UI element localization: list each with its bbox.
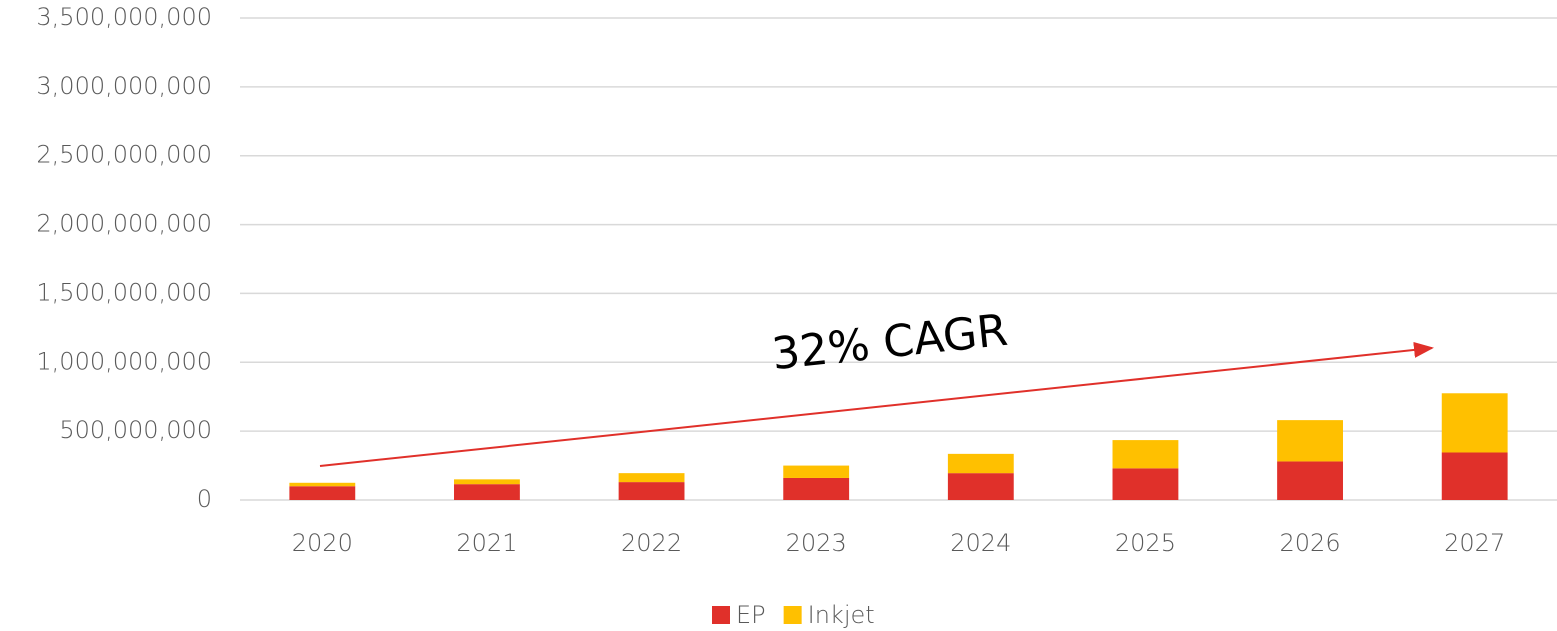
bar-segment bbox=[289, 482, 356, 487]
bar-segment bbox=[947, 473, 1014, 500]
bar-segment bbox=[454, 479, 520, 485]
bar-segment bbox=[289, 486, 356, 500]
bar-segment bbox=[1277, 420, 1343, 462]
y-tick-label: 0 bbox=[197, 485, 212, 513]
bar-segment bbox=[783, 477, 850, 500]
y-tick-label: 500,000,000 bbox=[59, 416, 212, 444]
x-tick-label: 2023 bbox=[786, 529, 847, 557]
x-tick-label: 2024 bbox=[950, 529, 1011, 557]
bar-segment bbox=[947, 453, 1014, 474]
legend-label: Inkjet bbox=[808, 601, 875, 629]
x-tick-label: 2022 bbox=[621, 529, 682, 557]
bar-segment bbox=[1441, 393, 1508, 453]
bar-segment bbox=[618, 482, 685, 500]
y-tick-label: 1,000,000,000 bbox=[36, 347, 212, 375]
y-tick-label: 3,500,000,000 bbox=[36, 3, 212, 31]
trend-arrow bbox=[319, 341, 1434, 467]
legend-swatch bbox=[783, 606, 802, 624]
y-tick-label: 2,500,000,000 bbox=[36, 141, 212, 169]
legend-label: EP bbox=[736, 601, 766, 629]
bar-segment bbox=[1277, 461, 1343, 500]
annotation: 32% CAGR bbox=[769, 305, 1010, 380]
bar-segment bbox=[783, 465, 850, 478]
bar-segment bbox=[618, 473, 685, 483]
bar-segment bbox=[454, 484, 520, 500]
legend-swatch bbox=[712, 606, 730, 624]
bar-segment bbox=[1441, 452, 1508, 500]
y-tick-label: 3,000,000,000 bbox=[36, 72, 212, 100]
x-tick-label: 2021 bbox=[456, 529, 517, 557]
y-tick-label: 1,500,000,000 bbox=[36, 278, 212, 306]
x-tick-label: 2026 bbox=[1280, 529, 1341, 557]
bar-segment bbox=[1112, 440, 1179, 469]
x-tick-label: 2020 bbox=[292, 529, 353, 557]
x-tick-label: 2027 bbox=[1444, 529, 1505, 557]
x-tick-label: 2025 bbox=[1115, 529, 1176, 557]
bar-segment bbox=[1112, 468, 1179, 500]
y-tick-label: 2,000,000,000 bbox=[36, 210, 212, 238]
